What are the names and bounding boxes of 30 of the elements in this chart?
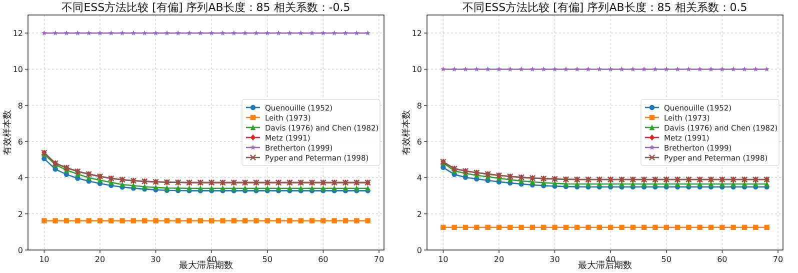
y-tick-label: 0 [18, 246, 23, 255]
y-tick-label: 2 [416, 210, 422, 219]
y-axis-title: 有效样本数 [2, 110, 13, 155]
x-tick-label: 30 [150, 255, 161, 264]
y-tick-label: 4 [18, 174, 23, 183]
y-tick-label: 12 [412, 29, 422, 38]
y-tick-label: 6 [18, 138, 23, 147]
y-tick-label: 10 [412, 65, 422, 74]
x-tick-label: 50 [262, 255, 272, 264]
x-tick-label: 70 [374, 255, 384, 264]
y-axis-title: 有效样本数 [401, 110, 412, 155]
x-tick-label: 10 [438, 255, 448, 264]
x-tick-label: 20 [494, 255, 504, 264]
y-tick-label: 6 [416, 138, 422, 147]
y-tick-label: 4 [416, 174, 422, 183]
chart-title: 不同ESS方法比较 [有偏] 序列AB长度：85 相关系数：0.5 [462, 1, 748, 14]
x-tick-label: 70 [772, 255, 784, 264]
y-tick-label: 12 [12, 29, 23, 38]
x-tick-label: 10 [39, 255, 50, 264]
x-tick-label: 60 [717, 255, 728, 264]
y-tick-label: 8 [18, 101, 23, 110]
x-tick-label: 20 [94, 255, 106, 264]
x-tick-label: 30 [550, 255, 560, 264]
y-tick-label: 10 [12, 65, 23, 74]
x-tick-label: 60 [318, 255, 328, 264]
y-tick-label: 8 [416, 101, 422, 110]
x-tick-label: 50 [661, 255, 672, 264]
y-tick-label: 0 [416, 246, 422, 255]
chart-title: 不同ESS方法比较 [有偏] 序列AB长度：85 相关系数：-0.5 [62, 1, 350, 14]
y-tick-label: 2 [18, 210, 23, 219]
